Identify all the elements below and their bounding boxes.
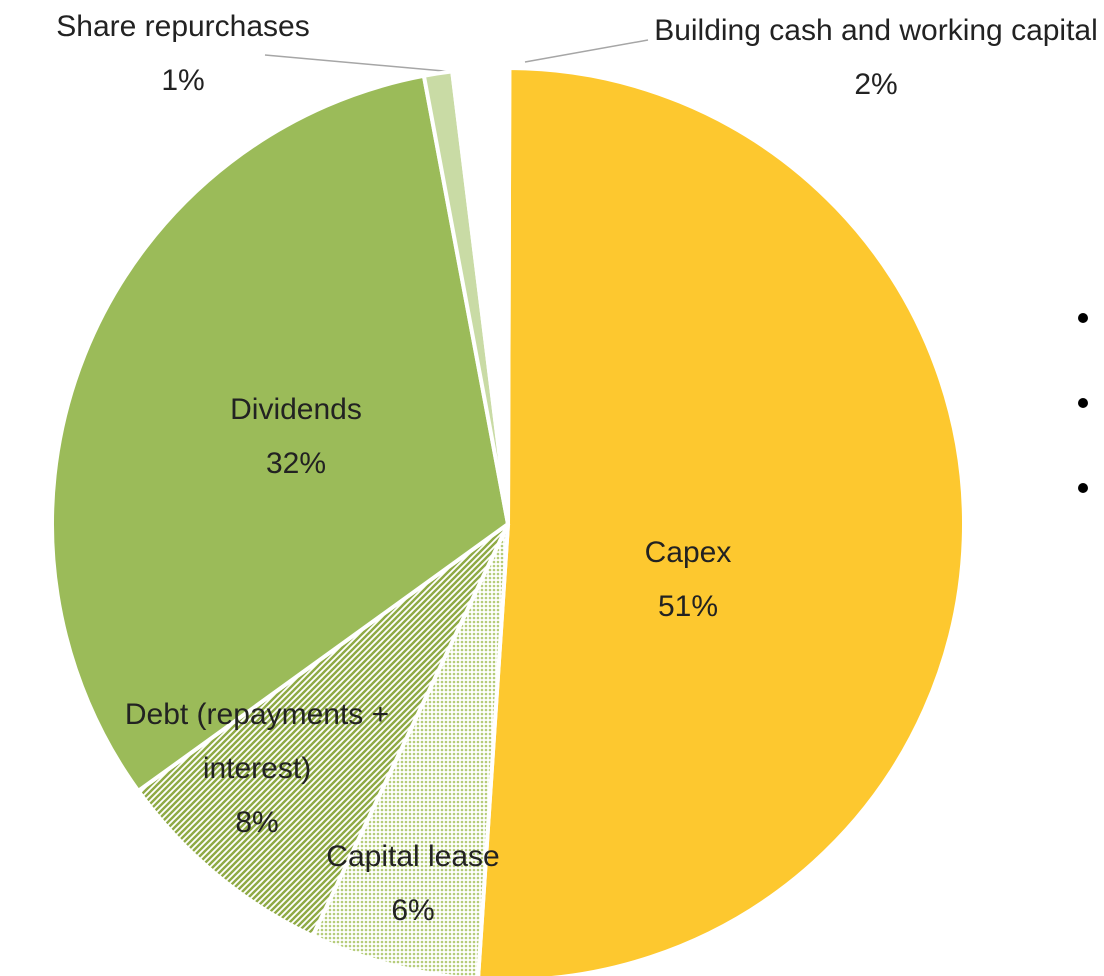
leader-line [524,39,649,63]
value-label: 2% [854,68,898,101]
category-label: Share repurchases [56,10,310,43]
category-label: Dividends [230,393,362,426]
slice-label: Share repurchases 1% [13,0,353,108]
category-label: Capex [644,536,732,569]
bullet [1078,483,1088,493]
bullet [1078,398,1088,408]
bullet [1078,313,1088,323]
slice-label: Capex 51% [588,526,788,634]
leader-line [264,54,456,73]
slice-label: Building cash and working capital 2% [648,4,1104,112]
pie-slice [476,65,966,976]
value-label: 32% [265,447,327,480]
category-label: Building cash and working capital [654,14,1098,47]
pie-slice [449,66,512,525]
pie-slice [309,523,510,976]
pie-slice [50,73,511,794]
pie-slice [135,522,510,939]
slice-label: Dividends 32% [176,383,416,491]
category-label: Capital lease [326,840,500,873]
slice-label: Capital lease 6% [283,830,543,938]
value-label: 1% [161,64,205,97]
value-label: 51% [657,590,719,623]
value-label: 8% [235,806,279,839]
category-label: Debt (repayments + interest) [124,698,390,785]
value-label: 6% [391,894,435,927]
slice-label: Debt (repayments + interest) 8% [117,688,397,850]
